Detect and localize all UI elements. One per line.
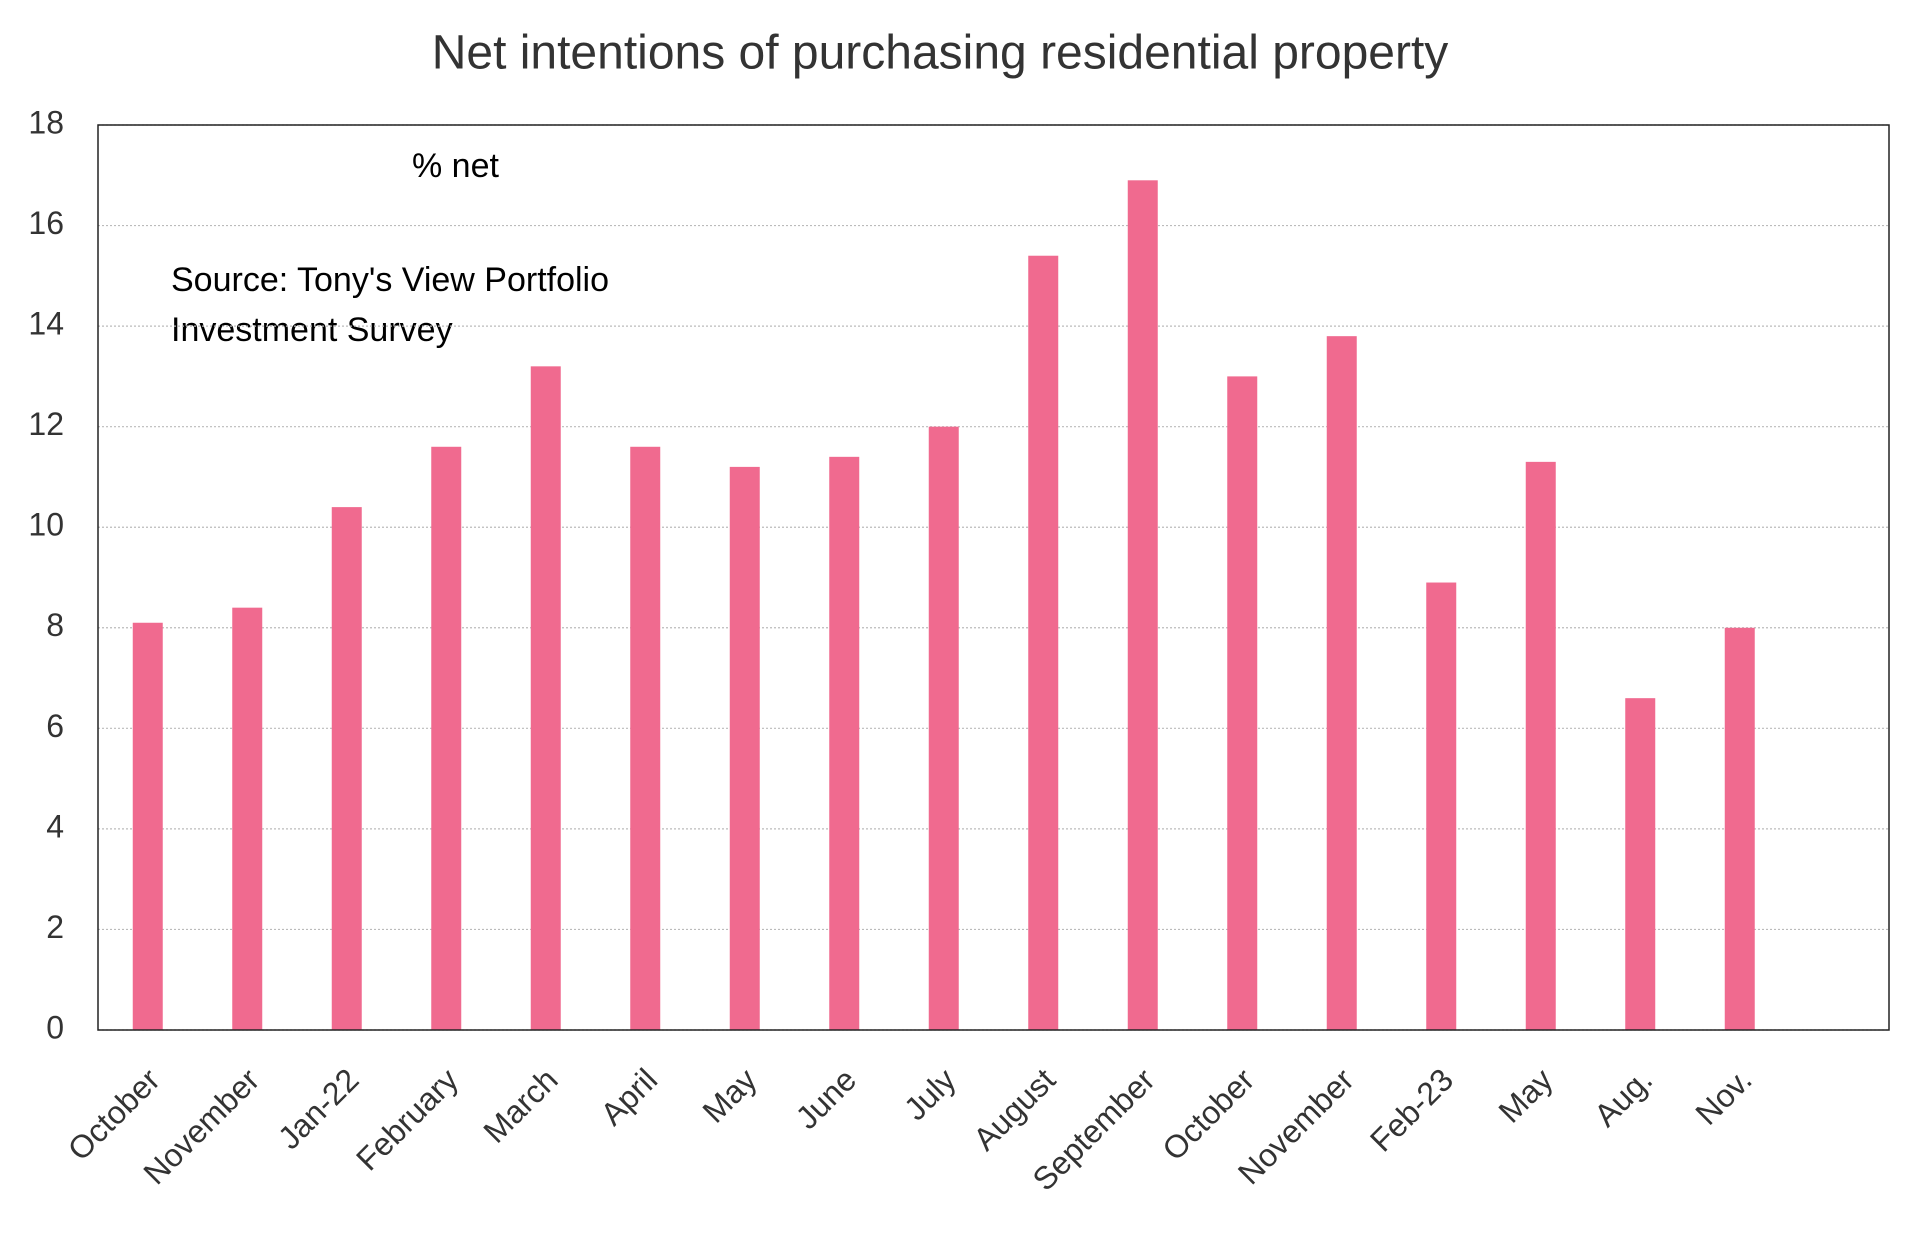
x-tick-label: Jan-22 [271,1061,366,1156]
bar [431,446,462,1030]
bar [829,456,860,1030]
x-tick-label: Feb-23 [1363,1061,1460,1158]
y-tick-label: 8 [46,607,64,643]
y-tick-label: 6 [46,708,64,744]
bar [1227,376,1258,1030]
x-tick-label: April [593,1061,664,1132]
y-tick-label: 0 [46,1009,64,1045]
y-tick-label: 12 [28,406,64,442]
x-tick-label: Nov. [1688,1061,1758,1131]
bar [928,426,959,1031]
y-tick-label: 16 [28,205,64,241]
chart-title: Net intentions of purchasing residential… [432,27,1449,80]
plot-frame [97,124,1890,1031]
x-tick-label: March [476,1061,564,1149]
x-tick-label: June [789,1061,864,1136]
bar [1028,255,1059,1030]
bar [232,607,263,1030]
bar [1724,627,1755,1030]
x-tick-label: May [1491,1061,1559,1129]
x-tick-label: July [897,1061,963,1127]
bar [1326,336,1357,1031]
bar [530,366,561,1030]
y-tick-label: 14 [28,306,64,342]
annotation: Investment Survey [171,311,453,349]
x-tick-label: February [349,1061,465,1177]
bar [1625,698,1656,1030]
bar [630,446,661,1030]
y-tick-label: 2 [46,909,64,945]
x-tick-label: August [966,1061,1062,1157]
x-tick-label: Aug. [1587,1061,1659,1133]
bar [1525,461,1556,1031]
y-tick-label: 18 [28,104,64,140]
bar [1127,180,1158,1031]
x-tick-label: May [695,1061,763,1129]
bar [331,507,362,1031]
bar [132,622,163,1030]
y-tick-label: 4 [46,808,64,844]
annotation: % net [412,147,499,185]
bar [1426,582,1457,1030]
bar [729,466,760,1030]
annotation: Source: Tony's View Portfolio [171,261,609,299]
y-tick-label: 10 [28,507,64,543]
